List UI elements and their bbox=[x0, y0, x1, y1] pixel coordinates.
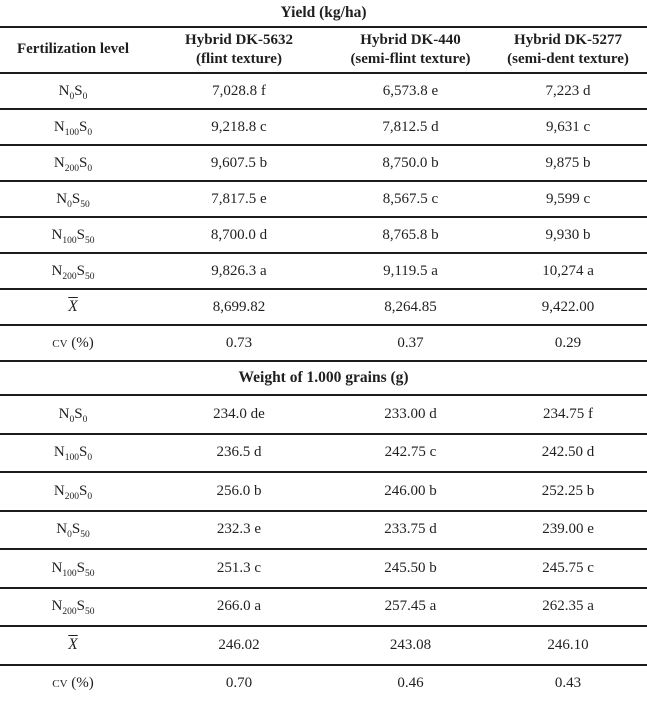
value-cell: 246.00 b bbox=[332, 472, 489, 511]
fertilization-level-label: N100S0 bbox=[0, 434, 146, 473]
value-cell: 9,930 b bbox=[489, 217, 647, 253]
hybrid-name: Hybrid DK-5632 bbox=[148, 31, 330, 50]
column-header-hybrid-dk5632: Hybrid DK-5632 (flint texture) bbox=[146, 27, 332, 73]
value-cell: 9,599 c bbox=[489, 181, 647, 217]
value-cell: 246.02 bbox=[146, 626, 332, 665]
value-cell: 0.37 bbox=[332, 325, 489, 361]
value-cell: 252.25 b bbox=[489, 472, 647, 511]
value-cell: 233.75 d bbox=[332, 511, 489, 550]
mean-label: X bbox=[0, 289, 146, 325]
section-title-grain-weight: Weight of 1.000 grains (g) bbox=[0, 361, 647, 395]
value-cell: 9,875 b bbox=[489, 145, 647, 181]
section-title-yield: Yield (kg/ha) bbox=[0, 0, 647, 27]
value-cell: 8,699.82 bbox=[146, 289, 332, 325]
fertilization-level-label: N100S0 bbox=[0, 109, 146, 145]
cv-label: cv (%) bbox=[0, 665, 146, 702]
value-cell: 7,223 d bbox=[489, 73, 647, 109]
value-cell: 242.75 c bbox=[332, 434, 489, 473]
value-cell: 7,812.5 d bbox=[332, 109, 489, 145]
value-cell: 0.73 bbox=[146, 325, 332, 361]
value-cell: 8,765.8 b bbox=[332, 217, 489, 253]
value-cell: 232.3 e bbox=[146, 511, 332, 550]
cv-label: cv (%) bbox=[0, 325, 146, 361]
value-cell: 6,573.8 e bbox=[332, 73, 489, 109]
fertilization-level-label: N200S0 bbox=[0, 472, 146, 511]
value-cell: 0.70 bbox=[146, 665, 332, 702]
fertilization-level-label: N0S50 bbox=[0, 181, 146, 217]
hybrid-texture: (semi-flint texture) bbox=[334, 50, 487, 69]
value-cell: 7,817.5 e bbox=[146, 181, 332, 217]
value-cell: 8,700.0 d bbox=[146, 217, 332, 253]
fertilization-level-label: N0S50 bbox=[0, 511, 146, 550]
value-cell: 266.0 a bbox=[146, 588, 332, 627]
value-cell: 9,607.5 b bbox=[146, 145, 332, 181]
hybrid-texture: (semi-dent texture) bbox=[491, 50, 645, 69]
value-cell: 8,264.85 bbox=[332, 289, 489, 325]
xbar-symbol: X bbox=[67, 298, 78, 315]
fertilization-level-label: N100S50 bbox=[0, 217, 146, 253]
value-cell: 8,567.5 c bbox=[332, 181, 489, 217]
hybrid-name: Hybrid DK-5277 bbox=[491, 31, 645, 50]
value-cell: 242.50 d bbox=[489, 434, 647, 473]
value-cell: 256.0 b bbox=[146, 472, 332, 511]
column-header-hybrid-dk440: Hybrid DK-440 (semi-flint texture) bbox=[332, 27, 489, 73]
value-cell: 236.5 d bbox=[146, 434, 332, 473]
value-cell: 10,274 a bbox=[489, 253, 647, 289]
hybrid-name: Hybrid DK-440 bbox=[334, 31, 487, 50]
value-cell: 9,422.00 bbox=[489, 289, 647, 325]
value-cell: 0.46 bbox=[332, 665, 489, 702]
value-cell: 7,028.8 f bbox=[146, 73, 332, 109]
value-cell: 9,218.8 c bbox=[146, 109, 332, 145]
value-cell: 245.75 c bbox=[489, 549, 647, 588]
fertilization-level-label: N200S50 bbox=[0, 588, 146, 627]
value-cell: 9,631 c bbox=[489, 109, 647, 145]
section-title-row-grain-weight: Weight of 1.000 grains (g) bbox=[0, 361, 647, 395]
fertilization-level-label: N0S0 bbox=[0, 73, 146, 109]
fertilization-level-label: N200S0 bbox=[0, 145, 146, 181]
value-cell: 234.75 f bbox=[489, 395, 647, 434]
value-cell: 257.45 a bbox=[332, 588, 489, 627]
value-cell: 262.35 a bbox=[489, 588, 647, 627]
value-cell: 243.08 bbox=[332, 626, 489, 665]
value-cell: 239.00 e bbox=[489, 511, 647, 550]
value-cell: 234.0 de bbox=[146, 395, 332, 434]
column-header-hybrid-dk5277: Hybrid DK-5277 (semi-dent texture) bbox=[489, 27, 647, 73]
value-cell: 9,119.5 a bbox=[332, 253, 489, 289]
value-cell: 251.3 c bbox=[146, 549, 332, 588]
value-cell: 0.29 bbox=[489, 325, 647, 361]
xbar-symbol: X bbox=[67, 636, 78, 653]
column-header-fertilization-level: Fertilization level bbox=[0, 27, 146, 73]
fertilization-level-label: N0S0 bbox=[0, 395, 146, 434]
value-cell: 245.50 b bbox=[332, 549, 489, 588]
value-cell: 233.00 d bbox=[332, 395, 489, 434]
value-cell: 9,826.3 a bbox=[146, 253, 332, 289]
mean-label: X bbox=[0, 626, 146, 665]
value-cell: 8,750.0 b bbox=[332, 145, 489, 181]
fertilization-level-label: N100S50 bbox=[0, 549, 146, 588]
section-title-row-yield: Yield (kg/ha) bbox=[0, 0, 647, 27]
column-header-row: Fertilization level Hybrid DK-5632 (flin… bbox=[0, 27, 647, 73]
hybrid-texture: (flint texture) bbox=[148, 50, 330, 69]
fertilization-level-label: N200S50 bbox=[0, 253, 146, 289]
value-cell: 0.43 bbox=[489, 665, 647, 702]
value-cell: 246.10 bbox=[489, 626, 647, 665]
